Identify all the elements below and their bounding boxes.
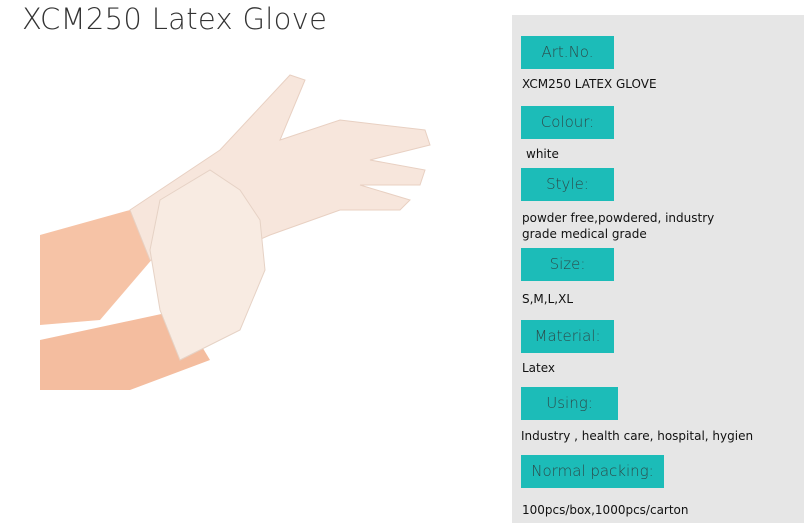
product-title: XCM250 Latex Glove xyxy=(22,2,328,36)
size-label: Size: xyxy=(521,248,614,281)
material-value: Latex xyxy=(522,361,556,375)
spec-panel: Art.No. XCM250 LATEX GLOVE Colour: white… xyxy=(512,15,804,523)
colour-value: white xyxy=(526,147,559,161)
packing-value: 100pcs/box,1000pcs/carton xyxy=(522,503,689,517)
using-label: Using: xyxy=(521,387,618,420)
art-no-value: XCM250 LATEX GLOVE xyxy=(522,77,657,91)
colour-label: Colour: xyxy=(521,106,614,139)
using-value: Industry , health care, hospital, hygien xyxy=(521,429,754,443)
style-label: Style: xyxy=(521,168,614,201)
product-photo-gloved-hands xyxy=(40,74,431,390)
size-value: S,M,L,XL xyxy=(522,292,574,306)
style-value: powder free,powdered, industry grade med… xyxy=(522,211,715,241)
packing-label: Normal packing: xyxy=(521,455,664,488)
material-label: Material: xyxy=(521,320,614,353)
art-no-label: Art.No. xyxy=(521,36,614,69)
